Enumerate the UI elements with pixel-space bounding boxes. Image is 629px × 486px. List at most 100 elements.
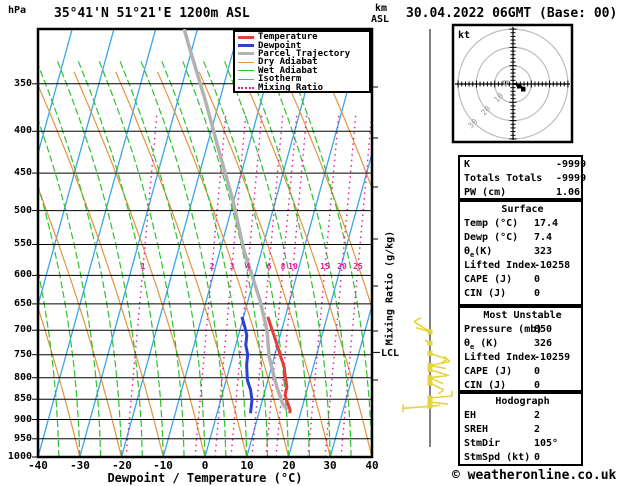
legend-item-label: Parcel Trajectory xyxy=(258,48,351,59)
temperature-tick-label: -10 xyxy=(153,459,173,472)
isotherm-line xyxy=(204,29,324,457)
panel-row-value: 17.4 xyxy=(534,218,559,229)
legend-item: Parcel Trajectory xyxy=(238,48,369,59)
dry-adiabat-line xyxy=(73,71,206,457)
legend-item-label: Dry Adiabat xyxy=(258,57,318,68)
legend-line-sample xyxy=(238,86,254,89)
isotherm-line xyxy=(246,29,366,457)
panel-row-label: θe (K) xyxy=(464,338,499,351)
panel-section-title: Hodograph xyxy=(495,396,550,407)
wind-barb-marker xyxy=(427,329,433,335)
wet-adiabat-line xyxy=(243,58,331,457)
panel-row: K -9999 xyxy=(464,158,586,172)
panel-section: K -9999 Totals Totals -9999 PW (cm) 1.06 xyxy=(458,155,587,200)
wind-barb-segment xyxy=(429,395,453,399)
wet-adiabat-line xyxy=(223,58,310,457)
wind-barb-segment xyxy=(429,368,450,377)
dry-adiabat-line xyxy=(38,186,123,457)
panel-row-value: 7.4 xyxy=(534,232,553,243)
dry-adiabat-line xyxy=(323,71,372,190)
wind-barb-marker xyxy=(427,350,433,356)
wet-adiabat-line xyxy=(38,63,123,457)
panel-row-value: 850 xyxy=(534,324,553,335)
legend-item-label: Wet Adiabat xyxy=(258,65,318,76)
panel-row-value: 2 xyxy=(534,424,541,435)
traces xyxy=(182,29,292,414)
wet-adiabat-line xyxy=(118,58,206,457)
wind-barb-segment xyxy=(402,405,431,410)
legend-item-label: Mixing Ratio xyxy=(258,82,324,93)
asl-unit-label: ASL xyxy=(371,14,390,25)
pressure-label: 500 xyxy=(13,205,32,216)
wind-barb-segment xyxy=(429,374,448,379)
panel-row: Lifted Index -10259 xyxy=(464,351,581,365)
temperature-tick-label: 40 xyxy=(365,459,379,472)
legend-item-label: Temperature xyxy=(258,32,318,43)
wet-adiabat-line xyxy=(76,58,164,457)
wet-adiabat-line xyxy=(264,58,352,457)
temperature-tick-label: 10 xyxy=(240,459,254,472)
wind-barb-segment xyxy=(429,352,448,361)
pressure-label: 750 xyxy=(13,349,32,360)
panel-row-value: 0 xyxy=(534,366,541,377)
datetime-title: 30.04.2022 06GMT (Base: 00) xyxy=(406,6,618,21)
panel-row: PW (cm) 1.06 xyxy=(464,186,581,200)
wind-barb-marker xyxy=(427,395,433,401)
temperature-trace xyxy=(266,316,292,414)
panel-row-label: CAPE (J) xyxy=(464,274,513,285)
wind-barb-marker xyxy=(427,340,433,346)
mixing-ratio-axis-title: Mixing Ratio (g/kg) xyxy=(384,230,396,346)
legend-line-sample xyxy=(238,44,254,48)
isotherm-line xyxy=(162,29,282,457)
panel-row: θe(K) 323 xyxy=(464,245,581,259)
panel-row-label: Dewp (°C) xyxy=(464,232,519,243)
wind-barb-marker xyxy=(427,367,433,373)
panel-row-value: 0 xyxy=(534,452,541,463)
panel-row-label: CIN (J) xyxy=(464,288,507,299)
dewpoint-trace xyxy=(240,316,254,414)
isotherm-line xyxy=(287,150,372,457)
wet-adiabat-line xyxy=(38,182,81,457)
panel-row: CIN (J) 0 xyxy=(464,287,581,301)
mixing-ratio-label: 6 xyxy=(266,262,272,271)
temperature-tick-label: -40 xyxy=(28,459,48,472)
panel-row-value: 0 xyxy=(534,274,541,285)
panel-row: Lifted Index -10258 xyxy=(464,259,581,273)
wind-barb-segment xyxy=(437,389,445,395)
dry-adiabat-line xyxy=(38,305,81,457)
panel-row: Dewp (°C) 7.4 xyxy=(464,231,581,245)
legend-item: Wet Adiabat xyxy=(238,65,369,76)
wet-adiabat-line xyxy=(38,118,102,457)
dry-adiabat-line xyxy=(38,83,164,457)
panel-row: CAPE (J) 0 xyxy=(464,365,581,379)
wind-barb-marker xyxy=(427,380,433,386)
temperature-tick-label: -20 xyxy=(112,459,132,472)
isotherm-line xyxy=(38,29,157,457)
wet-adiabat-line xyxy=(38,267,60,457)
x-axis-title: Dewpoint / Temperature (°C) xyxy=(107,471,303,485)
panel-row-value: -10259 xyxy=(534,352,571,363)
mixing-ratio-label: 3 xyxy=(229,262,235,271)
mixing-ratio-label: 4 xyxy=(245,262,251,271)
wet-adiabat-line xyxy=(160,58,248,457)
station-title: 35°41'N 51°21'E 1200m ASL xyxy=(54,6,250,21)
panel-row-value: 2 xyxy=(534,410,541,421)
pressure-unit-label: hPa xyxy=(8,5,27,16)
panel-row-value: -9999 xyxy=(556,173,587,184)
wind-barb-marker xyxy=(427,363,433,368)
panel-row-label: CAPE (J) xyxy=(464,366,513,377)
isotherm-line xyxy=(38,29,73,156)
wet-adiabat-line xyxy=(56,58,143,457)
wet-adiabat-line xyxy=(97,58,185,457)
pressure-label: 400 xyxy=(13,125,32,136)
panel-row-label: EH xyxy=(464,410,477,421)
isotherm-line xyxy=(38,29,115,308)
hodograph-unit-label: kt xyxy=(458,30,470,41)
legend-line-sample xyxy=(238,70,254,72)
panel-row: StmDir 105° xyxy=(464,437,581,451)
copyright-footer: © weatheronline.co.uk xyxy=(452,468,617,483)
panel-section-title: Most Unstable xyxy=(483,310,562,321)
storm-motion-marker xyxy=(502,80,509,88)
